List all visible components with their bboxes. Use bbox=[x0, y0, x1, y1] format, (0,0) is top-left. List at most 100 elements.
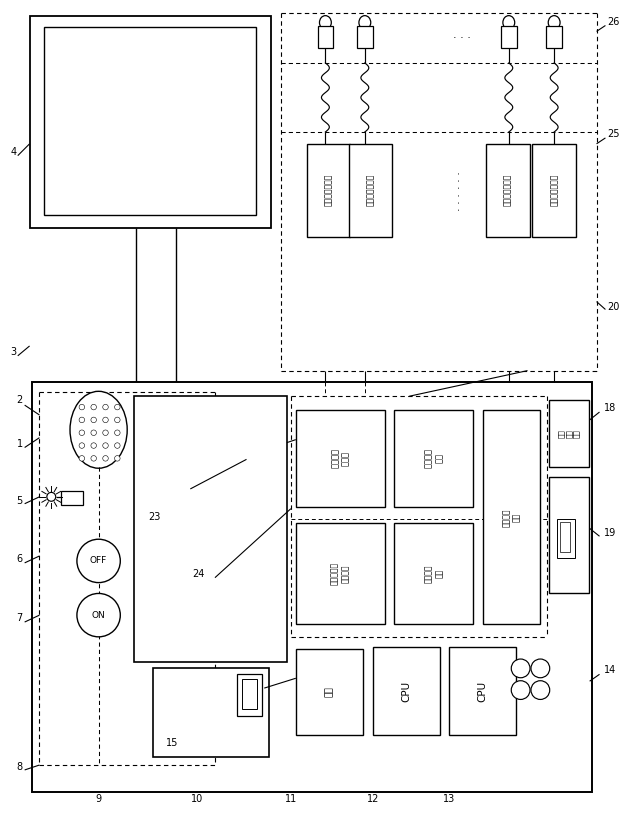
Bar bbox=[318, 26, 333, 48]
Bar bbox=[134, 396, 287, 662]
Text: · · ·: · · · bbox=[456, 193, 465, 211]
Circle shape bbox=[91, 417, 97, 423]
Bar bbox=[236, 674, 262, 715]
Text: · · ·: · · · bbox=[456, 171, 465, 189]
Text: 故障识别与
评估模块: 故障识别与 评估模块 bbox=[331, 562, 350, 586]
Ellipse shape bbox=[359, 16, 371, 30]
Circle shape bbox=[115, 442, 120, 448]
Text: 机器学习
模块: 机器学习 模块 bbox=[424, 448, 444, 468]
Bar bbox=[349, 144, 392, 237]
Bar bbox=[560, 523, 570, 552]
Circle shape bbox=[77, 594, 120, 637]
Text: 远程监测
系统: 远程监测 系统 bbox=[424, 565, 444, 583]
Text: 18: 18 bbox=[604, 403, 616, 413]
Text: 26: 26 bbox=[607, 17, 619, 26]
Text: · · ·: · · · bbox=[452, 33, 470, 43]
Bar bbox=[549, 477, 589, 594]
Text: 25: 25 bbox=[607, 129, 619, 139]
Text: 传感器采集模块: 传感器采集模块 bbox=[503, 174, 513, 207]
Circle shape bbox=[103, 442, 108, 448]
Bar bbox=[30, 16, 271, 227]
Bar bbox=[296, 410, 384, 507]
Bar bbox=[549, 400, 589, 467]
Circle shape bbox=[77, 539, 120, 582]
Ellipse shape bbox=[70, 391, 127, 468]
Text: 12: 12 bbox=[366, 794, 379, 804]
Circle shape bbox=[103, 417, 108, 423]
Text: 19: 19 bbox=[604, 528, 616, 538]
Circle shape bbox=[531, 659, 550, 678]
Ellipse shape bbox=[503, 16, 515, 30]
Circle shape bbox=[511, 681, 530, 700]
Bar bbox=[501, 26, 517, 48]
Text: 7: 7 bbox=[17, 613, 23, 623]
Bar bbox=[153, 668, 269, 758]
Circle shape bbox=[79, 442, 85, 448]
Text: 6: 6 bbox=[17, 554, 23, 564]
Text: 内存: 内存 bbox=[325, 686, 334, 697]
Text: 24: 24 bbox=[193, 569, 205, 579]
Bar bbox=[241, 679, 258, 709]
Bar bbox=[296, 523, 384, 624]
Bar bbox=[45, 27, 256, 215]
Circle shape bbox=[91, 404, 97, 410]
Text: ON: ON bbox=[92, 610, 105, 619]
Circle shape bbox=[79, 417, 85, 423]
Text: 20: 20 bbox=[607, 302, 619, 312]
Circle shape bbox=[115, 456, 120, 461]
Bar bbox=[546, 26, 562, 48]
Text: 13: 13 bbox=[443, 794, 455, 804]
Text: 9: 9 bbox=[95, 794, 102, 804]
Bar bbox=[373, 647, 439, 735]
Ellipse shape bbox=[548, 16, 560, 30]
Text: 11: 11 bbox=[285, 794, 297, 804]
Text: 传感器采集模块: 传感器采集模块 bbox=[324, 174, 333, 207]
Text: 传感器采集模块: 传感器采集模块 bbox=[550, 174, 559, 207]
Text: 8: 8 bbox=[17, 762, 23, 772]
Bar bbox=[532, 144, 576, 237]
Circle shape bbox=[103, 456, 108, 461]
Bar bbox=[32, 382, 592, 791]
Circle shape bbox=[511, 659, 530, 678]
Text: 15: 15 bbox=[166, 739, 178, 748]
Circle shape bbox=[115, 404, 120, 410]
Bar bbox=[557, 519, 575, 558]
Text: 5: 5 bbox=[17, 495, 23, 506]
Text: 10: 10 bbox=[191, 794, 203, 804]
Bar bbox=[486, 144, 529, 237]
Circle shape bbox=[79, 456, 85, 461]
Bar bbox=[394, 410, 474, 507]
Text: 1: 1 bbox=[17, 438, 23, 448]
Text: CPU: CPU bbox=[477, 681, 487, 701]
Bar bbox=[449, 647, 516, 735]
Circle shape bbox=[47, 492, 56, 501]
Circle shape bbox=[115, 430, 120, 436]
Bar bbox=[306, 144, 350, 237]
Text: 联网
采集
模块: 联网 采集 模块 bbox=[558, 429, 580, 438]
Circle shape bbox=[91, 430, 97, 436]
Text: 传感器采集模块: 传感器采集模块 bbox=[366, 174, 375, 207]
Text: 23: 23 bbox=[148, 512, 160, 522]
Ellipse shape bbox=[319, 16, 331, 30]
Circle shape bbox=[91, 442, 97, 448]
Text: 4: 4 bbox=[11, 146, 17, 156]
Text: 3: 3 bbox=[11, 347, 17, 357]
Text: CPU: CPU bbox=[401, 681, 411, 701]
Text: 联网采集
模块: 联网采集 模块 bbox=[502, 509, 521, 527]
Bar bbox=[483, 410, 540, 624]
Circle shape bbox=[79, 404, 85, 410]
Bar bbox=[296, 648, 363, 735]
Circle shape bbox=[103, 404, 108, 410]
Bar bbox=[357, 26, 373, 48]
Bar bbox=[61, 491, 83, 504]
Circle shape bbox=[115, 417, 120, 423]
Circle shape bbox=[103, 430, 108, 436]
Text: 故障录入
及查询: 故障录入 及查询 bbox=[331, 448, 350, 468]
Circle shape bbox=[91, 456, 97, 461]
Circle shape bbox=[79, 430, 85, 436]
Text: 2: 2 bbox=[17, 395, 23, 405]
Text: 14: 14 bbox=[604, 666, 616, 676]
Bar bbox=[394, 523, 474, 624]
Circle shape bbox=[531, 681, 550, 700]
Text: OFF: OFF bbox=[90, 557, 107, 566]
